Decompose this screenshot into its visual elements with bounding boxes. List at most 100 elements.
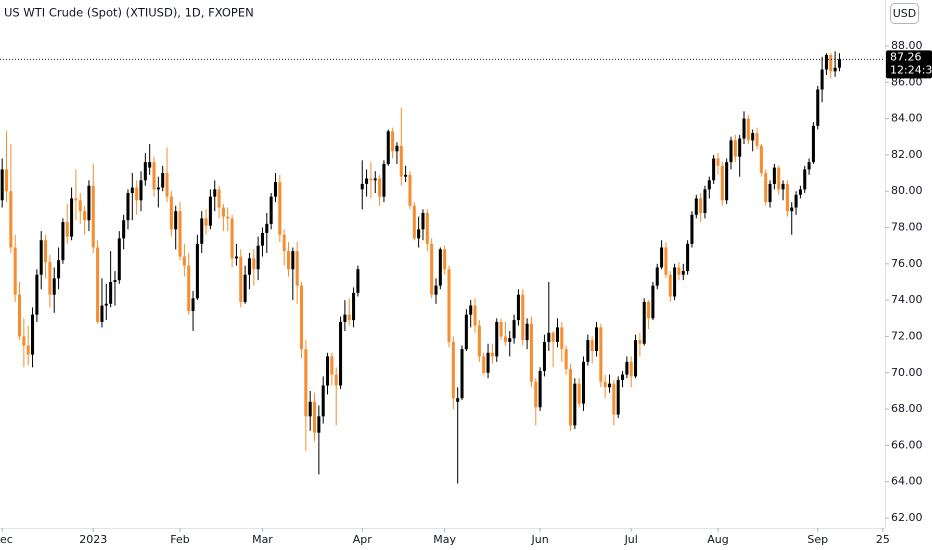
candle-body — [221, 207, 225, 217]
candle-body — [4, 169, 9, 192]
y-tick-label: 66.00 — [891, 438, 923, 451]
candle-body — [629, 361, 633, 377]
x-tick-label: Aug — [707, 533, 728, 546]
candle-body — [365, 178, 369, 184]
candle-body — [130, 187, 134, 194]
candle-body — [490, 352, 494, 357]
candle-body — [651, 285, 655, 319]
candle-body — [764, 173, 768, 203]
candle-body — [664, 247, 668, 275]
candle-body — [811, 125, 815, 163]
candle-body — [18, 294, 22, 337]
candle-body — [143, 162, 147, 181]
y-tick-label: 64.00 — [891, 475, 923, 488]
candle-body — [117, 238, 121, 281]
candle-body — [625, 361, 629, 375]
y-tick-label: 70.00 — [891, 366, 923, 379]
candle-body — [191, 298, 195, 312]
candle-body — [57, 260, 61, 279]
candle-body — [824, 55, 828, 70]
candle-body — [278, 182, 282, 235]
candle-body — [503, 336, 507, 342]
candle-body — [74, 198, 78, 201]
candle-body — [746, 118, 750, 141]
candle-body — [182, 256, 186, 266]
x-tick-label: Sep — [807, 533, 828, 546]
candle-body — [178, 211, 182, 257]
candle-body — [204, 218, 208, 226]
currency-button[interactable] — [890, 3, 919, 24]
candle-body — [712, 158, 716, 181]
candle-body — [52, 278, 56, 295]
candle-body — [738, 138, 742, 157]
candle-body — [621, 374, 625, 381]
candle-body — [603, 381, 607, 388]
candle-body — [837, 59, 841, 68]
x-tick-label: 25 — [876, 533, 890, 546]
candle-body — [373, 178, 377, 181]
candle-body — [699, 198, 703, 213]
candle-body — [594, 327, 599, 351]
candle-body — [733, 140, 737, 157]
candle-body — [152, 162, 156, 190]
candle-body — [208, 196, 212, 226]
candle-body — [568, 369, 572, 426]
y-tick-label: 76.00 — [891, 257, 923, 270]
currency-label[interactable]: USD — [893, 7, 917, 20]
candle-body — [529, 323, 533, 382]
y-tick-label: 80.00 — [891, 184, 923, 197]
candle-body — [247, 258, 251, 275]
candle-body — [681, 271, 685, 275]
candle-body — [798, 189, 802, 195]
candle-body — [833, 67, 837, 72]
candle-body — [13, 247, 17, 295]
candle-body — [464, 314, 468, 350]
chart-title: US WTI Crude (Spot) (XTIUSD), 1D, FXOPEN — [4, 6, 254, 20]
candle-body — [581, 361, 586, 404]
y-tick-label: 84.00 — [891, 112, 923, 125]
candle-body — [31, 314, 35, 355]
candle-body — [382, 163, 386, 197]
candle-body — [230, 218, 234, 259]
candle-body — [451, 341, 455, 399]
candle-body — [317, 416, 321, 433]
candle-body — [816, 89, 820, 126]
candle-body — [694, 198, 698, 215]
candle-body — [26, 345, 30, 355]
candle-body — [460, 349, 464, 399]
candle-body — [44, 240, 48, 263]
candle-body — [330, 356, 334, 375]
candle-body — [634, 340, 638, 377]
candle-body — [174, 211, 178, 230]
candle-body — [265, 223, 269, 233]
candle-body — [421, 212, 425, 230]
candle-body — [551, 332, 555, 342]
x-tick-label: 2023 — [79, 533, 107, 546]
candle-body — [547, 332, 551, 342]
candle-body — [412, 205, 416, 239]
candle-body — [360, 183, 364, 190]
candle-body — [495, 321, 499, 357]
candle-body — [356, 269, 360, 293]
y-tick-label: 74.00 — [891, 293, 923, 306]
candle-body — [256, 245, 260, 270]
candle-body — [720, 165, 724, 201]
candle-body — [807, 162, 811, 170]
candle-body — [521, 294, 525, 341]
candle-body — [599, 327, 603, 382]
candle-body — [590, 340, 594, 351]
candle-body — [308, 401, 312, 417]
candle-body — [542, 341, 546, 371]
candle-body — [438, 249, 442, 286]
y-tick-label: 78.00 — [891, 221, 923, 234]
candle-body — [347, 314, 351, 321]
candle-body — [434, 285, 438, 295]
candle-body — [677, 267, 681, 275]
candle-body — [456, 398, 460, 402]
candle-body — [282, 234, 286, 252]
candle-body — [87, 185, 91, 221]
candle-body — [291, 251, 295, 270]
candle-body — [820, 69, 824, 90]
candle-body — [386, 131, 390, 164]
